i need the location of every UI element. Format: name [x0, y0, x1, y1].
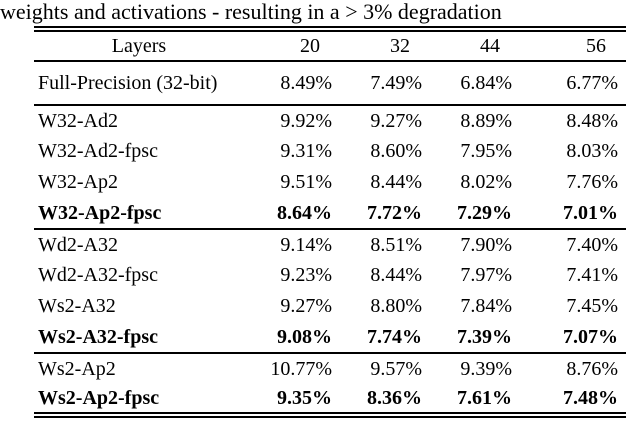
table-row: W32-Ad2 9.92% 9.27% 8.89% 8.48%: [34, 105, 626, 136]
table-row: Ws2-A32-fpsc 9.08% 7.74% 7.39% 7.07%: [34, 322, 626, 353]
table-group-1: W32-Ad2 9.92% 9.27% 8.89% 8.48% W32-Ad2-fpsc 9…: [34, 105, 626, 229]
cell-value: 9.39%: [460, 357, 512, 380]
cell-value: 7.41%: [566, 264, 618, 286]
row-label: Wd2-A32-fpsc: [38, 264, 158, 286]
table-caption: weights and activations - resulting in a…: [0, 0, 502, 24]
cell-value: 7.49%: [370, 71, 422, 94]
cell-value: 7.97%: [460, 264, 512, 286]
row-label: Ws2-Ap2: [38, 357, 116, 380]
header-col-56: 56: [586, 34, 606, 57]
header-col-32: 32: [390, 34, 410, 57]
cell-value: 7.61%: [457, 386, 512, 409]
table-group-2: Wd2-A32 9.14% 8.51% 7.90% 7.40% Wd2-A32-fpsc 9…: [34, 229, 626, 353]
cell-value: 8.64%: [277, 201, 332, 224]
header-layers-label: Layers: [111, 34, 167, 57]
results-table: Layers 20 32 44 56 Full-Precision (32-bit) 8…: [34, 26, 626, 418]
header-row: Layers 20 32 44 56: [34, 29, 626, 61]
table-group-0: Full-Precision (32-bit) 8.49% 7.49% 6.84% 6.…: [34, 61, 626, 105]
cell-value: 8.48%: [566, 109, 618, 132]
table-row: W32-Ap2 9.51% 8.44% 8.02% 7.76%: [34, 167, 626, 198]
cell-value: 8.36%: [367, 386, 422, 409]
header-col-20: 20: [300, 34, 320, 57]
cell-value: 7.76%: [566, 171, 618, 193]
row-label: W32-Ad2: [38, 109, 118, 132]
cell-value: 8.44%: [370, 171, 422, 193]
cell-value: 9.57%: [370, 357, 422, 380]
cell-value: 8.60%: [370, 140, 422, 162]
cell-value: 7.48%: [563, 386, 618, 409]
cell-value: 9.08%: [277, 325, 332, 348]
cell-value: 9.31%: [280, 140, 332, 162]
cell-value: 8.76%: [566, 357, 618, 380]
cell-value: 8.49%: [280, 71, 332, 94]
table-row: Wd2-A32 9.14% 8.51% 7.90% 7.40%: [34, 229, 626, 260]
table-row: Ws2-Ap2 10.77% 9.57% 9.39% 8.76%: [34, 353, 626, 384]
cell-value: 9.92%: [280, 109, 332, 132]
row-label: Wd2-A32: [38, 233, 118, 256]
table-row: Full-Precision (32-bit) 8.49% 7.49% 6.84% 6.…: [34, 61, 626, 105]
cell-value: 7.40%: [566, 233, 618, 256]
row-label: W32-Ad2-fpsc: [38, 140, 158, 162]
cell-value: 9.27%: [370, 109, 422, 132]
cell-value: 8.51%: [370, 233, 422, 256]
table-row: Ws2-A32 9.27% 8.80% 7.84% 7.45%: [34, 291, 626, 322]
cell-value: 8.80%: [370, 295, 422, 317]
table-row: W32-Ap2-fpsc 8.64% 7.72% 7.29% 7.01%: [34, 198, 626, 229]
cell-value: 9.14%: [280, 233, 332, 256]
table-group-3: Ws2-Ap2 10.77% 9.57% 9.39% 8.76% Ws2-Ap2-fpsc…: [34, 353, 626, 415]
cell-value: 7.07%: [563, 325, 618, 348]
cell-value: 7.72%: [367, 201, 422, 224]
cell-value: 9.51%: [280, 171, 332, 193]
cell-value: 7.95%: [460, 140, 512, 162]
cell-value: 7.90%: [460, 233, 512, 256]
cell-value: 7.39%: [457, 325, 512, 348]
cell-value: 9.23%: [280, 264, 332, 286]
cell-value: 8.02%: [460, 171, 512, 193]
cell-value: 9.35%: [277, 386, 332, 409]
cell-value: 7.29%: [457, 201, 512, 224]
cell-value: 10.77%: [270, 357, 332, 380]
row-label: W32-Ap2: [38, 171, 118, 193]
table-row: W32-Ad2-fpsc 9.31% 8.60% 7.95% 8.03%: [34, 136, 626, 167]
row-label: Ws2-A32: [38, 295, 116, 317]
row-label: Ws2-A32-fpsc: [38, 325, 158, 348]
cell-value: 7.74%: [367, 325, 422, 348]
cell-value: 6.77%: [566, 71, 618, 94]
header-col-44: 44: [480, 34, 500, 57]
cell-value: 7.84%: [460, 295, 512, 317]
table-header: Layers 20 32 44 56: [34, 29, 626, 61]
cell-value: 9.27%: [280, 295, 332, 317]
table-row: Ws2-Ap2-fpsc 9.35% 8.36% 7.61% 7.48%: [34, 384, 626, 415]
cell-value: 8.03%: [566, 140, 618, 162]
row-label: Full-Precision (32-bit): [38, 71, 218, 94]
cell-value: 8.44%: [370, 264, 422, 286]
cell-value: 7.45%: [566, 295, 618, 317]
row-label: Ws2-Ap2-fpsc: [38, 386, 160, 409]
table-row: Wd2-A32-fpsc 9.23% 8.44% 7.97% 7.41%: [34, 260, 626, 291]
cell-value: 7.01%: [563, 201, 618, 224]
cell-value: 6.84%: [460, 71, 512, 94]
cell-value: 8.89%: [460, 109, 512, 132]
row-label: W32-Ap2-fpsc: [38, 201, 162, 224]
